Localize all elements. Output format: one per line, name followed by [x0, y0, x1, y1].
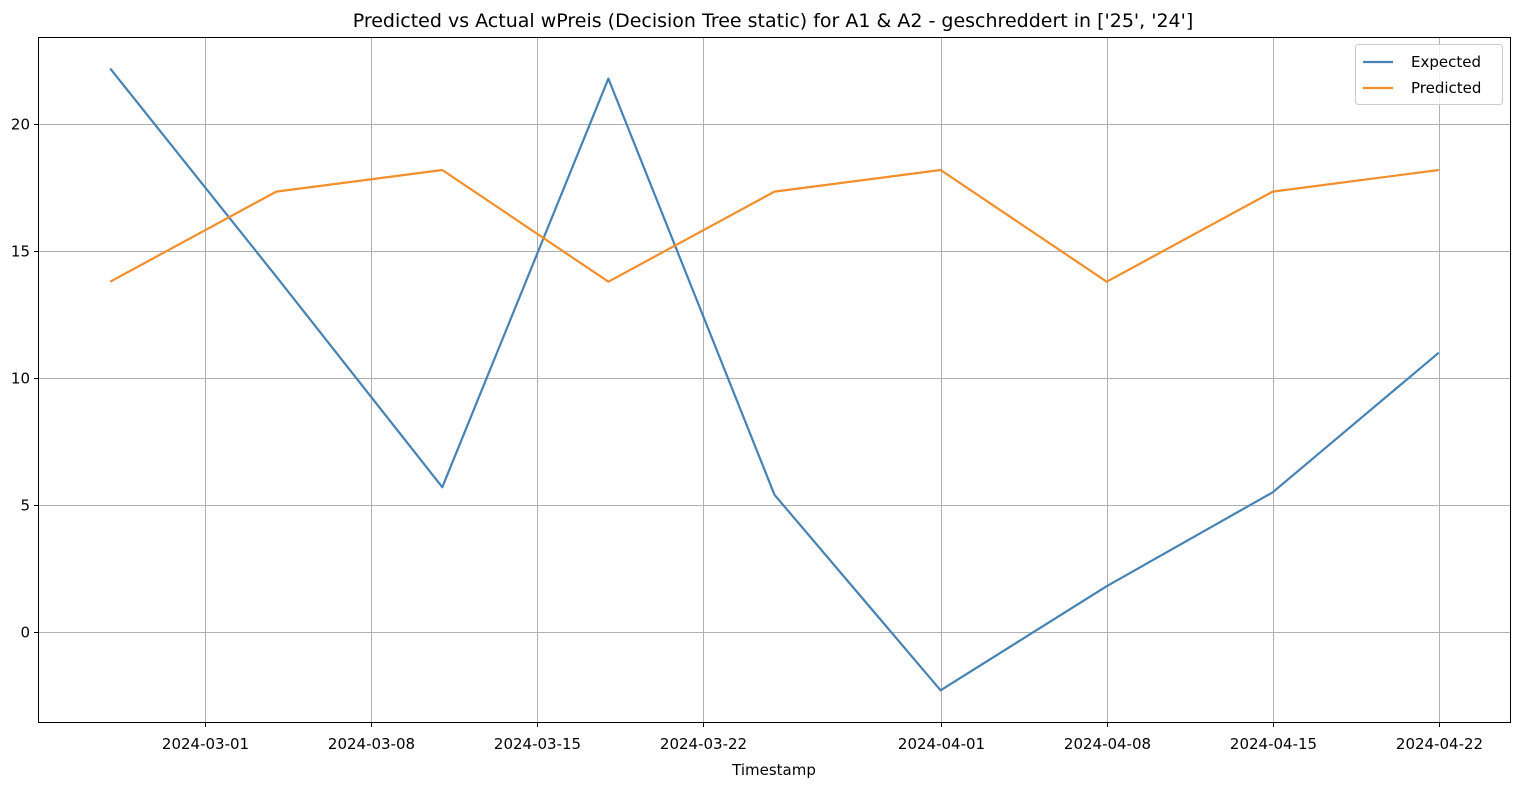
grid [39, 38, 1510, 722]
x-axis: 2024-03-01 2024-03-08 2024-03-15 2024-03-22… [162, 722, 1483, 753]
x-tick-label: 2024-03-08 [328, 735, 415, 753]
x-tick-label: 2024-03-15 [494, 735, 581, 753]
x-tick-label: 2024-03-22 [660, 735, 747, 753]
legend: Expected Predicted [1355, 44, 1503, 105]
x-tick-label: 2024-04-01 [898, 735, 985, 753]
legend-box [1355, 44, 1503, 105]
x-axis-label: Timestamp [731, 761, 816, 779]
series-line-expected [109, 67, 1440, 692]
series-line-predicted [109, 168, 1439, 283]
legend-label-predicted: Predicted [1411, 79, 1481, 97]
x-tick-label: 2024-03-01 [162, 735, 249, 753]
y-tick-label: 5 [20, 497, 30, 515]
chart-title: Predicted vs Actual wPreis (Decision Tre… [353, 10, 1194, 32]
plot-frame [38, 37, 1511, 723]
legend-label-expected: Expected [1411, 53, 1481, 71]
x-tick-label: 2024-04-08 [1064, 735, 1151, 753]
x-tick-label: 2024-04-15 [1230, 735, 1317, 753]
y-tick-label: 20 [11, 116, 30, 134]
y-tick-label: 0 [20, 624, 30, 642]
series-lines [109, 67, 1440, 692]
y-tick-label: 10 [11, 370, 30, 388]
y-axis: 0 5 10 15 20 [11, 116, 39, 642]
y-tick-label: 15 [11, 243, 30, 261]
x-tick-label: 2024-04-22 [1396, 735, 1483, 753]
